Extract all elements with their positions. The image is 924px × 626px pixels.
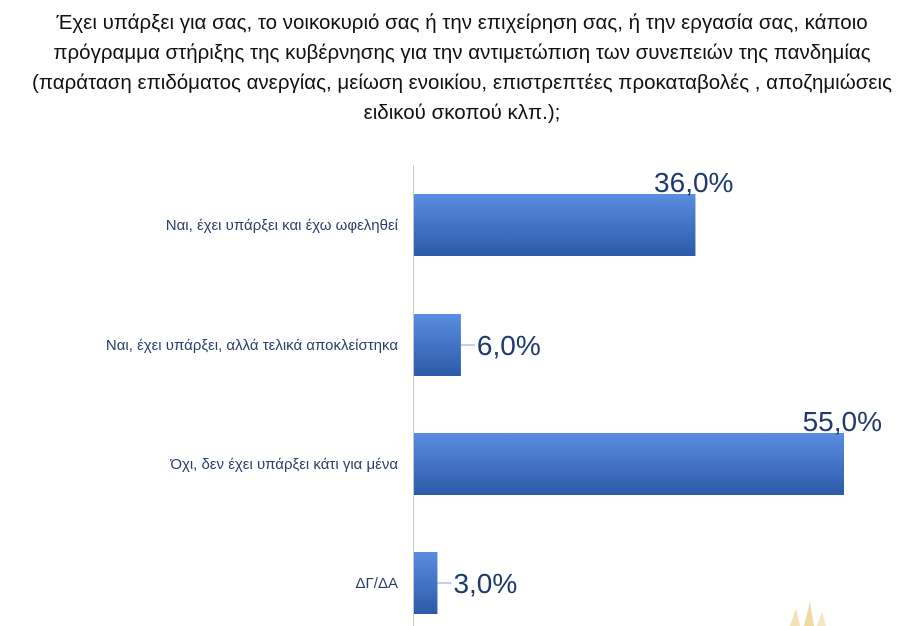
category-label: Ναι, έχει υπάρξει, αλλά τελικά αποκλείστ…: [106, 337, 398, 354]
question-title: Έχει υπάρξει για σας, το νοικοκυριό σας …: [32, 11, 892, 124]
bar: [414, 314, 461, 376]
value-label: 55,0%: [803, 406, 882, 437]
value-label: 6,0%: [477, 330, 541, 361]
value-label: 36,0%: [654, 167, 733, 198]
corner-logo-fragment: [790, 602, 826, 626]
bar: [414, 433, 844, 495]
bar: [414, 194, 696, 256]
value-label: 3,0%: [453, 568, 517, 599]
category-label: Ναι, έχει υπάρξει και έχω ωφεληθεί: [166, 217, 399, 234]
category-label: Όχι, δεν έχει υπάρξει κάτι για μένα: [169, 456, 398, 473]
bar: [414, 552, 438, 614]
category-label: ΔΓ/ΔΑ: [356, 575, 398, 592]
